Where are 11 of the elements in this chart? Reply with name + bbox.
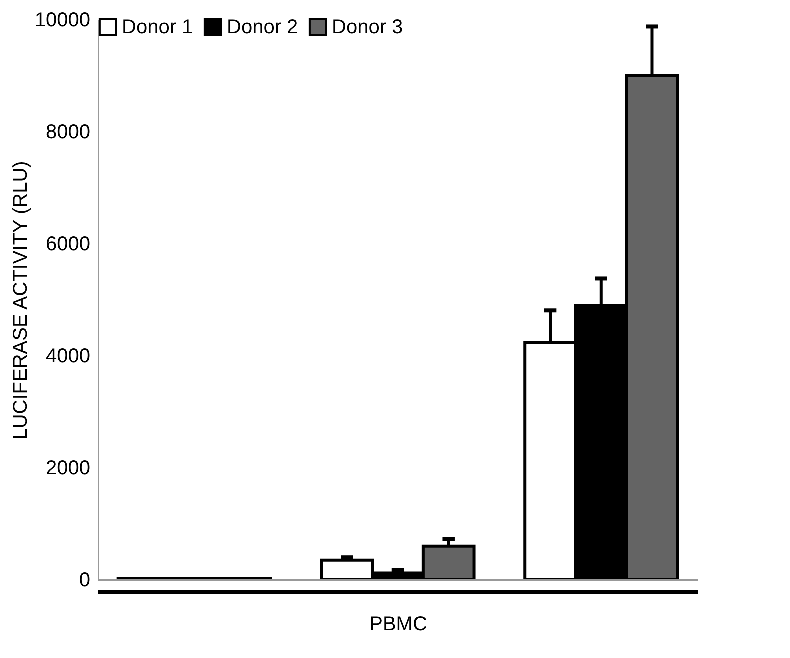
x-axis-title: PBMC [370, 614, 428, 636]
legend-label: Donor 1 [122, 16, 194, 38]
legend-label: Donor 3 [332, 16, 404, 38]
y-tick-label: 10000 [34, 10, 90, 32]
y-tick-label: 2000 [46, 458, 90, 480]
y-tick-label: 6000 [46, 234, 90, 256]
y-tick-label: 0 [79, 570, 90, 592]
legend-label: Donor 2 [227, 16, 298, 38]
y-tick-label: 8000 [46, 122, 90, 144]
y-tick-label: 4000 [46, 346, 90, 368]
y-axis-title: LUCIFERASE ACTIVITY (RLU) [10, 161, 32, 440]
